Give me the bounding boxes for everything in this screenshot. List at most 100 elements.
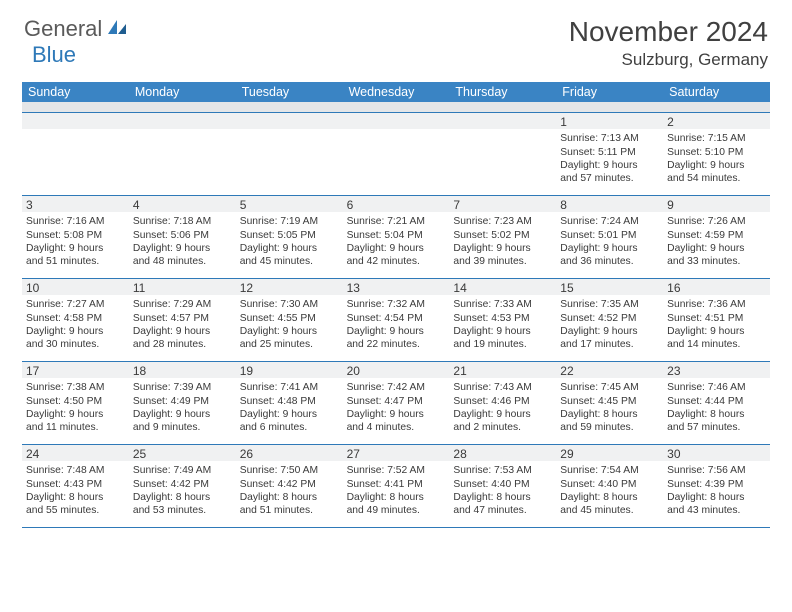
logo-text-blue: Blue [32,42,76,67]
day-number: 27 [347,447,446,462]
daylight-line-1: Daylight: 8 hours [667,408,766,421]
daylight-line-2: and 25 minutes. [240,338,339,351]
sunset-line: Sunset: 5:02 PM [453,229,552,242]
daylight-line-1: Daylight: 8 hours [560,491,659,504]
daylight-line-1: Daylight: 9 hours [560,242,659,255]
sunset-line: Sunset: 4:40 PM [453,478,552,491]
day-number: 2 [667,115,766,130]
sunrise-line: Sunrise: 7:54 AM [560,464,659,477]
day-number: 10 [26,281,125,296]
sunrise-line: Sunrise: 7:19 AM [240,215,339,228]
sub-header-strip [22,102,770,112]
day-cell: 8Sunrise: 7:24 AMSunset: 5:01 PMDaylight… [556,196,663,278]
sunset-line: Sunset: 4:44 PM [667,395,766,408]
sunrise-line: Sunrise: 7:16 AM [26,215,125,228]
daylight-line-1: Daylight: 9 hours [133,325,232,338]
daylight-line-1: Daylight: 9 hours [667,325,766,338]
sunrise-line: Sunrise: 7:53 AM [453,464,552,477]
day-number: 1 [560,115,659,130]
daylight-line-1: Daylight: 9 hours [453,242,552,255]
daylight-line-1: Daylight: 9 hours [347,408,446,421]
daylight-line-1: Daylight: 9 hours [560,159,659,172]
daylight-line-2: and 19 minutes. [453,338,552,351]
location: Sulzburg, Germany [569,50,768,70]
title-block: November 2024 Sulzburg, Germany [569,16,768,70]
daylight-line-2: and 51 minutes. [26,255,125,268]
day-header: Friday [556,82,663,102]
sunset-line: Sunset: 4:55 PM [240,312,339,325]
day-number: 25 [133,447,232,462]
day-cell: 28Sunrise: 7:53 AMSunset: 4:40 PMDayligh… [449,445,556,527]
day-cell: 14Sunrise: 7:33 AMSunset: 4:53 PMDayligh… [449,279,556,361]
daylight-line-2: and 22 minutes. [347,338,446,351]
daylight-line-1: Daylight: 9 hours [133,408,232,421]
day-number: 30 [667,447,766,462]
daylight-line-2: and 33 minutes. [667,255,766,268]
sunset-line: Sunset: 4:48 PM [240,395,339,408]
day-number: 23 [667,364,766,379]
sunrise-line: Sunrise: 7:24 AM [560,215,659,228]
header: General November 2024 Sulzburg, Germany [0,0,792,76]
day-cell: 15Sunrise: 7:35 AMSunset: 4:52 PMDayligh… [556,279,663,361]
sunset-line: Sunset: 4:39 PM [667,478,766,491]
sunset-line: Sunset: 5:08 PM [26,229,125,242]
sunset-line: Sunset: 4:57 PM [133,312,232,325]
daylight-line-1: Daylight: 9 hours [453,408,552,421]
day-number: 6 [347,198,446,213]
sunset-line: Sunset: 4:50 PM [26,395,125,408]
sunset-line: Sunset: 4:41 PM [347,478,446,491]
daylight-line-1: Daylight: 9 hours [453,325,552,338]
week-row: 3 Sunrise: 7:16 AMSunset: 5:08 PM Daylight… [22,196,770,279]
day-number: 14 [453,281,552,296]
daylight-line-1: Daylight: 8 hours [560,408,659,421]
day-header: Thursday [449,82,556,102]
day-cell: 21Sunrise: 7:43 AMSunset: 4:46 PMDayligh… [449,362,556,444]
daylight-line-2: and 42 minutes. [347,255,446,268]
sunrise-line: Sunrise: 7:23 AM [453,215,552,228]
daylight-line-2: and 57 minutes. [560,172,659,185]
sunrise-line: Sunrise: 7:27 AM [26,298,125,311]
daylight-line-2: and 45 minutes. [240,255,339,268]
day-header: Sunday [22,82,129,102]
day-header: Monday [129,82,236,102]
day-number: 3 [26,198,125,213]
month-title: November 2024 [569,16,768,48]
day-number: 13 [347,281,446,296]
sunset-line: Sunset: 4:42 PM [240,478,339,491]
day-cell: 1Sunrise: 7:13 AMSunset: 5:11 PMDaylight… [556,113,663,195]
sunset-line: Sunset: 4:45 PM [560,395,659,408]
sunrise-line: Sunrise: 7:33 AM [453,298,552,311]
week-row: 1Sunrise: 7:13 AMSunset: 5:11 PMDaylight… [22,112,770,196]
sunset-line: Sunset: 5:01 PM [560,229,659,242]
sunrise-line: Sunrise: 7:32 AM [347,298,446,311]
daylight-line-2: and 55 minutes. [26,504,125,517]
daylight-line-2: and 54 minutes. [667,172,766,185]
day-cell: 19Sunrise: 7:41 AMSunset: 4:48 PMDayligh… [236,362,343,444]
daylight-line-2: and 17 minutes. [560,338,659,351]
empty-cell [129,113,236,195]
day-cell: 16Sunrise: 7:36 AMSunset: 4:51 PMDayligh… [663,279,770,361]
sunset-line: Sunset: 4:46 PM [453,395,552,408]
daylight-line-2: and 30 minutes. [26,338,125,351]
week-row: 10Sunrise: 7:27 AMSunset: 4:58 PMDayligh… [22,279,770,362]
day-number: 20 [347,364,446,379]
daylight-line-1: Daylight: 8 hours [453,491,552,504]
day-cell: 3Sunrise: 7:16 AMSunset: 5:08 PMDaylight… [22,196,129,278]
day-cell: 27Sunrise: 7:52 AMSunset: 4:41 PMDayligh… [343,445,450,527]
day-cell: 29Sunrise: 7:54 AMSunset: 4:40 PMDayligh… [556,445,663,527]
daylight-line-1: Daylight: 8 hours [133,491,232,504]
daylight-line-2: and 57 minutes. [667,421,766,434]
day-number: 4 [133,198,232,213]
day-cell: 5Sunrise: 7:19 AMSunset: 5:05 PMDaylight… [236,196,343,278]
day-number: 24 [26,447,125,462]
sunrise-line: Sunrise: 7:48 AM [26,464,125,477]
daylight-line-1: Daylight: 9 hours [240,408,339,421]
empty-cell [236,113,343,195]
day-cell: 6Sunrise: 7:21 AMSunset: 5:04 PMDaylight… [343,196,450,278]
day-cell: 12Sunrise: 7:30 AMSunset: 4:55 PMDayligh… [236,279,343,361]
empty-cell [449,113,556,195]
day-cell: 22Sunrise: 7:45 AMSunset: 4:45 PMDayligh… [556,362,663,444]
week-row: 24Sunrise: 7:48 AMSunset: 4:43 PMDayligh… [22,445,770,528]
day-cell: 2Sunrise: 7:15 AMSunset: 5:10 PMDaylight… [663,113,770,195]
daylight-line-2: and 28 minutes. [133,338,232,351]
